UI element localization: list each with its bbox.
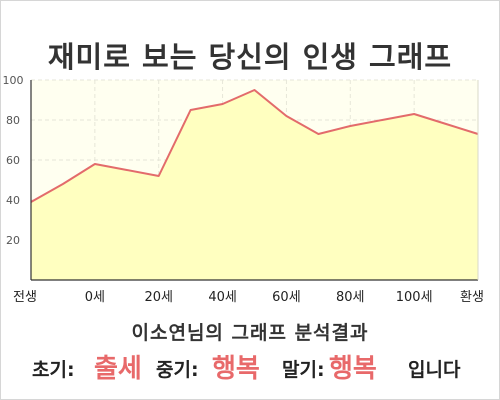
late-value: 행복	[329, 354, 377, 384]
y-tick-label: 60	[6, 154, 20, 167]
y-tick-label: 80	[6, 114, 20, 127]
series-line	[30, 89, 479, 203]
axes	[30, 80, 479, 281]
late-label: 말기:	[282, 359, 325, 381]
area-layer	[30, 89, 479, 280]
x-tick-label: 40세	[208, 290, 237, 305]
middle-label: 중기:	[156, 359, 199, 381]
x-tick-label: 80세	[336, 290, 365, 305]
early-label: 초기:	[32, 359, 75, 381]
early-value: 출세	[94, 354, 142, 384]
series-area	[31, 90, 478, 280]
y-tick-label: 100	[3, 74, 24, 87]
x-tick-label: 환생	[460, 290, 484, 305]
x-tick-label: 0세	[85, 290, 105, 305]
ending-text: 입니다	[408, 359, 461, 381]
chart-title: 재미로 보는 당신의 인생 그래프	[47, 40, 453, 74]
x-tick-label: 60세	[272, 290, 301, 305]
x-tick-label: 100세	[396, 290, 433, 305]
y-tick-label: 40	[6, 194, 20, 207]
x-tick-labels: 전생 0세 20세 40세 60세 80세 100세 환생	[13, 290, 484, 305]
middle-value: 행복	[212, 354, 260, 384]
x-tick-label: 20세	[144, 290, 173, 305]
x-tick-label: 전생	[13, 290, 37, 305]
result-line: 초기: 출세 중기: 행복 말기: 행복 입니다	[0, 346, 500, 386]
y-tick-label: 20	[6, 234, 20, 247]
result-heading: 이소연님의 그래프 분석결과	[131, 322, 369, 344]
y-tick-labels: 20 40 60 80 100	[3, 74, 24, 247]
